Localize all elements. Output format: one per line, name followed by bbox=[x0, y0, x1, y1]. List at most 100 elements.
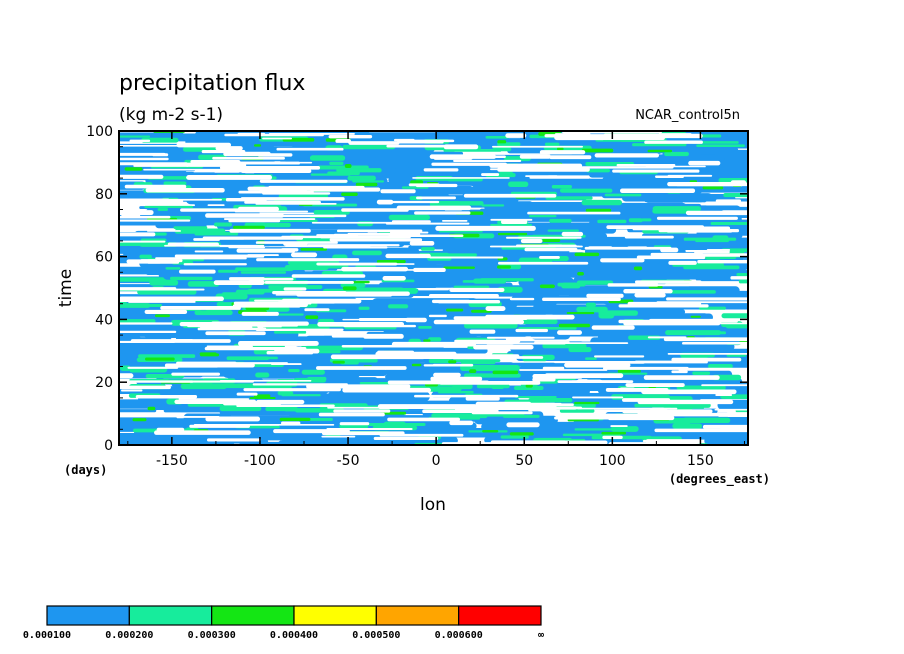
field-gap bbox=[463, 193, 557, 198]
field-streak bbox=[411, 363, 422, 367]
x-tick-label: 100 bbox=[599, 453, 626, 469]
field-gap bbox=[542, 366, 565, 370]
field-streak bbox=[667, 342, 735, 352]
field-gap bbox=[280, 248, 299, 252]
field-gap bbox=[333, 409, 391, 413]
field-gap bbox=[180, 415, 220, 418]
field-gap bbox=[174, 254, 265, 258]
field-streak bbox=[549, 218, 572, 223]
colorbar-label: ∞ bbox=[538, 630, 544, 641]
field-streak bbox=[690, 315, 701, 318]
field-gap bbox=[591, 325, 635, 330]
field-streak bbox=[165, 267, 181, 270]
field-streak bbox=[174, 228, 226, 234]
field-gap bbox=[321, 431, 405, 436]
field-gap bbox=[717, 322, 748, 325]
field-gap bbox=[119, 152, 166, 156]
field-gap bbox=[236, 392, 258, 396]
field-streak bbox=[187, 281, 220, 287]
field-streak bbox=[296, 399, 417, 403]
field-gap bbox=[238, 340, 319, 346]
field-streak bbox=[119, 269, 185, 274]
field-gap bbox=[342, 387, 431, 393]
field-gap bbox=[276, 147, 344, 151]
field-gap bbox=[509, 297, 535, 301]
field-streak bbox=[266, 356, 278, 360]
field-streak bbox=[560, 188, 613, 193]
field-streak bbox=[513, 386, 544, 391]
field-gap bbox=[453, 159, 522, 162]
field-gap bbox=[529, 176, 590, 179]
field-streak bbox=[284, 408, 341, 412]
field-streak bbox=[253, 144, 262, 147]
field-streak bbox=[199, 352, 217, 356]
x-tick-label: 50 bbox=[515, 453, 533, 469]
x-tick-label: -100 bbox=[244, 453, 276, 469]
colorbar-swatch bbox=[46, 605, 130, 626]
field-streak bbox=[721, 313, 748, 319]
field-gap bbox=[135, 394, 198, 399]
field-gap bbox=[447, 356, 544, 359]
field-gap bbox=[441, 219, 468, 222]
field-gap bbox=[586, 293, 624, 298]
colorbar-label: 0.000600 bbox=[435, 630, 483, 641]
field-gap bbox=[202, 236, 304, 240]
field-gap bbox=[667, 353, 748, 355]
field-gap bbox=[619, 387, 636, 392]
field-streak bbox=[313, 209, 350, 215]
field-gap bbox=[489, 245, 583, 248]
field-gap bbox=[119, 322, 173, 325]
field-gap bbox=[259, 188, 307, 192]
field-gap bbox=[144, 309, 188, 314]
field-gap bbox=[207, 204, 225, 207]
field-streak bbox=[539, 284, 555, 289]
field-streak bbox=[517, 223, 530, 226]
colorbar-swatch bbox=[128, 605, 213, 626]
field-gap bbox=[140, 198, 222, 201]
field-streak bbox=[141, 137, 179, 143]
field-gap bbox=[706, 249, 731, 251]
field-streak bbox=[147, 406, 156, 411]
field-gap bbox=[193, 238, 220, 241]
field-streak bbox=[448, 360, 457, 364]
field-streak bbox=[288, 369, 300, 373]
field-gap bbox=[430, 376, 483, 381]
field-gap bbox=[682, 341, 748, 345]
field-gap bbox=[143, 168, 242, 171]
field-streak bbox=[528, 398, 573, 403]
x-axis: -150 -100 -50 0 50 100 150 bbox=[127, 131, 745, 469]
field-gap bbox=[268, 133, 355, 135]
field-streak bbox=[576, 306, 608, 313]
field-gap bbox=[454, 339, 521, 343]
field-gap bbox=[229, 277, 265, 281]
field-gap bbox=[170, 339, 194, 342]
field-gap bbox=[412, 177, 510, 179]
field-gap bbox=[554, 416, 610, 420]
field-gap bbox=[266, 351, 314, 355]
field-streak bbox=[169, 178, 253, 188]
field-streak bbox=[301, 369, 325, 375]
field-gap bbox=[490, 440, 567, 445]
field-gap bbox=[119, 296, 224, 302]
field-gap bbox=[205, 331, 266, 336]
field-streak bbox=[438, 230, 483, 233]
field-gap bbox=[244, 200, 321, 204]
field-streak bbox=[226, 356, 269, 361]
field-gap bbox=[204, 347, 307, 351]
field-streak bbox=[274, 330, 307, 334]
field-gap bbox=[187, 324, 222, 328]
field-gap bbox=[124, 184, 187, 189]
field-gap bbox=[600, 258, 645, 263]
field-streak bbox=[307, 376, 327, 381]
field-gap bbox=[641, 389, 737, 395]
field-gap bbox=[636, 255, 706, 260]
field-gap bbox=[279, 302, 308, 308]
field-streak bbox=[401, 313, 437, 318]
field-streak bbox=[233, 225, 265, 230]
field-gap bbox=[439, 381, 541, 385]
field-streak bbox=[566, 312, 595, 315]
field-gap bbox=[377, 350, 415, 355]
field-gap bbox=[393, 138, 415, 142]
field-streak bbox=[604, 193, 642, 197]
field-streak bbox=[491, 384, 505, 390]
